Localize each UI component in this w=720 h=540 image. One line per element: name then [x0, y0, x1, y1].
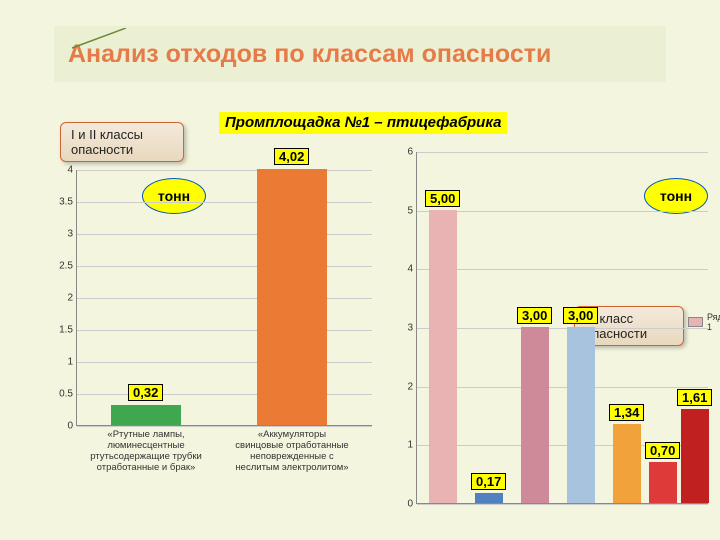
- caption-line: опасности: [71, 142, 173, 157]
- grid-line: [417, 328, 708, 329]
- y-tick-label: 3: [67, 229, 73, 240]
- grid-line: [417, 269, 708, 270]
- y-tick-label: 4: [407, 264, 413, 275]
- bar: [521, 327, 549, 503]
- y-tick-label: 5: [407, 205, 413, 216]
- y-tick-label: 4: [67, 165, 73, 176]
- grid-line: [77, 362, 372, 363]
- connector-line: [70, 28, 126, 50]
- subtitle-text: Промплощадка №1 – птицефабрика: [225, 114, 501, 131]
- category-label: «Ртутные лампы,люминесцентныертутьсодерж…: [81, 430, 211, 474]
- grid-line: [417, 387, 708, 388]
- bar: [257, 169, 327, 425]
- grid-line: [417, 211, 708, 212]
- chart-1: 00.511.522.533.540,32«Ртутные лампы,люми…: [54, 170, 374, 490]
- subtitle-box: Промплощадка №1 – птицефабрика: [219, 112, 507, 134]
- category-label: «Аккумуляторысвинцовые отработанныенепов…: [227, 430, 357, 474]
- grid-line: [77, 394, 372, 395]
- bar: [429, 210, 457, 503]
- grid-line: [77, 330, 372, 331]
- value-label: 4,02: [274, 148, 309, 165]
- chart-2: 01234565,000,173,003,001,340,701,61: [402, 152, 712, 520]
- chart-1-plot: 00.511.522.533.540,32«Ртутные лампы,люми…: [76, 170, 372, 426]
- y-tick-label: 3: [407, 323, 413, 334]
- grid-line: [77, 426, 372, 427]
- grid-line: [77, 298, 372, 299]
- y-tick-label: 2: [407, 381, 413, 392]
- y-tick-label: 6: [407, 147, 413, 158]
- value-label: 0,17: [471, 473, 506, 490]
- page-title: Анализ отходов по классам опасности: [68, 40, 551, 69]
- value-label: 5,00: [425, 190, 460, 207]
- grid-line: [77, 234, 372, 235]
- grid-line: [77, 266, 372, 267]
- y-tick-label: 0: [67, 421, 73, 432]
- value-label: 1,34: [609, 404, 644, 421]
- y-tick-label: 0.5: [59, 389, 73, 400]
- chart-2-plot: 01234565,000,173,003,001,340,701,61: [416, 152, 708, 504]
- bar: [475, 493, 503, 503]
- bar: [681, 409, 709, 503]
- legend-swatch: [688, 317, 703, 327]
- y-tick-label: 1.5: [59, 325, 73, 336]
- bar: [613, 424, 641, 503]
- y-tick-label: 2: [67, 293, 73, 304]
- y-tick-label: 1: [67, 357, 73, 368]
- value-label: 3,00: [517, 307, 552, 324]
- y-tick-label: 0: [407, 499, 413, 510]
- grid-line: [77, 202, 372, 203]
- chart-2-legend: Ряд 1: [688, 312, 720, 332]
- value-label: 0,70: [645, 442, 680, 459]
- title-box: Анализ отходов по классам опасности: [54, 26, 666, 82]
- caption-line: I и II классы: [71, 127, 173, 142]
- bar: [649, 462, 677, 503]
- y-tick-label: 1: [407, 440, 413, 451]
- legend-label: Ряд 1: [707, 312, 720, 332]
- caption-class-1-2: I и II классы опасности: [60, 122, 184, 162]
- value-label: 0,32: [128, 384, 163, 401]
- y-tick-label: 3.5: [59, 197, 73, 208]
- grid-line: [417, 152, 708, 153]
- value-label: 1,61: [677, 389, 712, 406]
- grid-line: [417, 504, 708, 505]
- bar: [567, 327, 595, 503]
- grid-line: [77, 170, 372, 171]
- value-label: 3,00: [563, 307, 598, 324]
- bar: [111, 405, 181, 425]
- y-tick-label: 2.5: [59, 261, 73, 272]
